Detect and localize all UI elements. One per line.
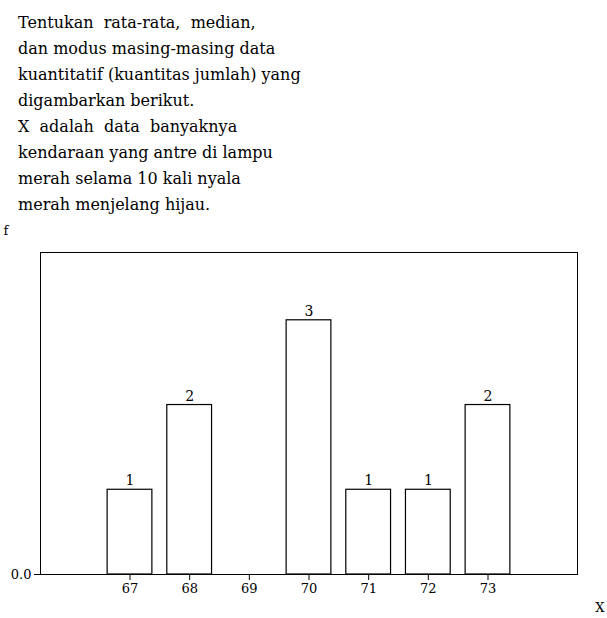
svg-text:70: 70 (301, 581, 318, 596)
svg-text:73: 73 (480, 581, 497, 596)
html-text:merah selama 10 kali nyala: merah selama 10 kali nyala (18, 169, 241, 188)
svg-text:69: 69 (241, 581, 258, 596)
svg-text:f: f (4, 223, 10, 238)
svg-text:72: 72 (420, 581, 437, 596)
html-text:dan modus masing-masing data: dan modus masing-masing data (18, 39, 276, 58)
html-text:X adalah data banyaknya: X adalah data banyaknya (18, 117, 238, 136)
html-text:digambarkan berikut.: digambarkan berikut. (18, 91, 195, 110)
html-text:kuantitatif (kuantitas jumlah): kuantitatif (kuantitas jumlah) yang (18, 65, 301, 84)
html-text:kendaraan yang antre di lampu: kendaraan yang antre di lampu (18, 143, 273, 162)
svg-text:71: 71 (360, 581, 377, 596)
svg-text:67: 67 (122, 581, 139, 596)
html-text:Tentukan rata-rata, median,: Tentukan rata-rata, median, (18, 13, 256, 32)
svg-text:1: 1 (364, 472, 373, 488)
svg-text:2: 2 (185, 388, 194, 404)
svg-text:3: 3 (305, 303, 314, 319)
svg-text:X: X (595, 600, 605, 615)
svg-text:68: 68 (181, 581, 198, 596)
svg-text:2: 2 (484, 388, 493, 404)
svg-text:0.0: 0.0 (11, 567, 32, 582)
svg-text:1: 1 (126, 472, 135, 488)
html-text:merah menjelang hijau.: merah menjelang hijau. (18, 195, 211, 214)
svg-text:1: 1 (424, 472, 433, 488)
